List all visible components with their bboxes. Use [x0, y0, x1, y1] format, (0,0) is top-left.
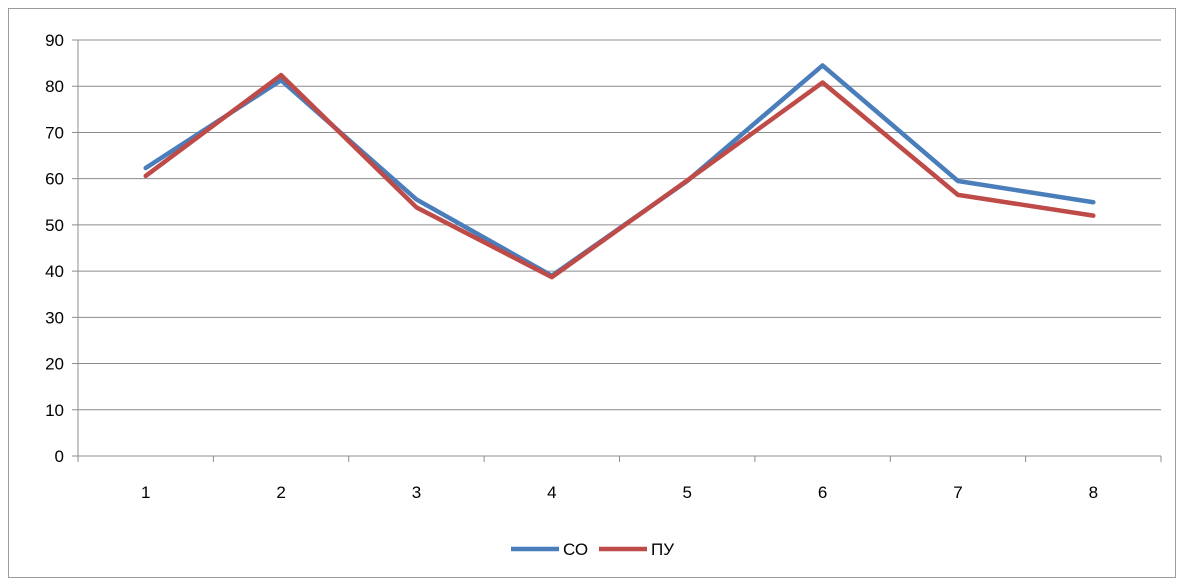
x-axis-tick-labels: 1 2 3 4 5 6 7 8 — [141, 483, 1098, 502]
chart-frame: 0 10 20 30 40 50 60 70 80 90 1 2 3 4 5 6 7 8 СО ПУ — [8, 8, 1176, 578]
y-tick-label: 20 — [45, 355, 64, 374]
y-tick-label: 10 — [45, 401, 64, 420]
y-tick-label: 80 — [45, 77, 64, 96]
y-tick-label: 70 — [45, 123, 64, 142]
legend-label: ПУ — [651, 540, 674, 559]
y-tick-label: 50 — [45, 216, 64, 235]
axes — [72, 39, 1162, 462]
series-lines — [143, 63, 1096, 280]
line-chart: 0 10 20 30 40 50 60 70 80 90 1 2 3 4 5 6 7 8 СО ПУ — [45, 31, 1162, 559]
x-tick-label: 4 — [547, 483, 556, 502]
legend-item: ПУ — [599, 540, 674, 559]
series-line-1 — [143, 63, 1096, 278]
x-tick-label: 1 — [141, 483, 150, 502]
x-tick-label: 3 — [412, 483, 421, 502]
y-tick-label: 30 — [45, 308, 64, 327]
y-tick-label: 40 — [45, 262, 64, 281]
x-tick-label: 7 — [953, 483, 962, 502]
y-tick-label: 0 — [55, 447, 64, 466]
x-tick-label: 2 — [276, 483, 285, 502]
x-tick-label: 8 — [1089, 483, 1098, 502]
x-tick-label: 6 — [818, 483, 827, 502]
y-tick-label: 60 — [45, 170, 64, 189]
gridlines — [78, 39, 1161, 411]
y-axis-tick-labels: 0 10 20 30 40 50 60 70 80 90 — [45, 31, 64, 466]
legend-item: СО — [511, 540, 588, 559]
x-tick-label: 5 — [682, 483, 691, 502]
y-tick-label: 90 — [45, 31, 64, 50]
series-line-2 — [143, 72, 1096, 280]
legend: СО ПУ — [511, 540, 674, 559]
legend-label: СО — [563, 540, 588, 559]
